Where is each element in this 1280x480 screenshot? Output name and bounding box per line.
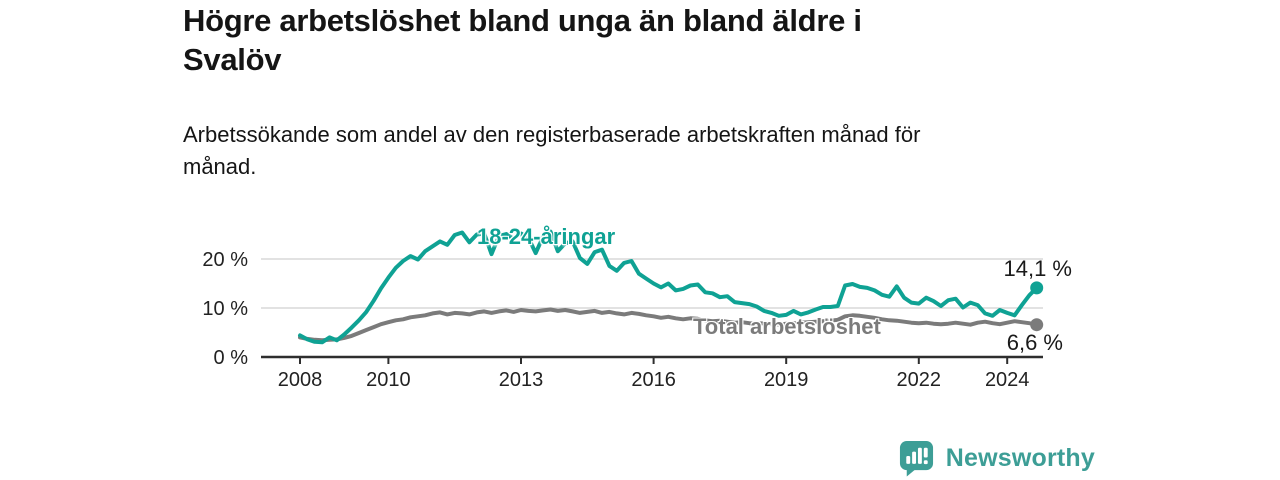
youth-end-dot	[1030, 281, 1044, 295]
newsworthy-logo: Newsworthy	[898, 439, 1095, 477]
youth-unemployment-line	[298, 229, 1039, 345]
x-axis-label-2019: 2019	[764, 369, 809, 391]
youth-end-value-annotation: 14,1 %	[1003, 256, 1073, 281]
newsworthy-brand-text: Newsworthy	[945, 443, 1095, 472]
x-axis-label-2022: 2022	[897, 369, 942, 391]
x-axis-label-2016: 2016	[631, 369, 676, 391]
x-axis-label-2008: 2008	[278, 369, 323, 391]
y-axis-label-20: 20 %	[202, 249, 248, 271]
total-end-dot	[1030, 318, 1044, 332]
total-unemployment-line	[298, 307, 1039, 343]
newsworthy-bar-chart-bubble-icon	[899, 440, 933, 477]
chart-title: Högre arbetslöshet bland unga än bland ä…	[183, 3, 862, 77]
y-axis-label-10: 10 %	[202, 298, 248, 320]
x-axis-label-2010: 2010	[366, 369, 411, 391]
total-end-value-annotation: 6,6 %	[1006, 330, 1063, 355]
youth-series-label: 18-24-åringar	[477, 224, 616, 249]
chart-subtitle: Arbetssökande som andel av den registerb…	[183, 122, 921, 179]
unemployment-line-chart: 0 % 10 % 20 % 2008 2010 2013 2016 2019 2022 2024 …	[185, 218, 1095, 408]
total-series-label: Total arbetslöshet	[693, 314, 881, 339]
y-axis-label-0: 0 %	[214, 347, 249, 369]
line-chart-canvas: 0 % 10 % 20 % 2008 2010 2013 2016 2019 2022 2024	[202, 229, 1044, 391]
x-axis-label-2013: 2013	[499, 369, 544, 391]
x-axis-label-2024: 2024	[985, 369, 1029, 391]
